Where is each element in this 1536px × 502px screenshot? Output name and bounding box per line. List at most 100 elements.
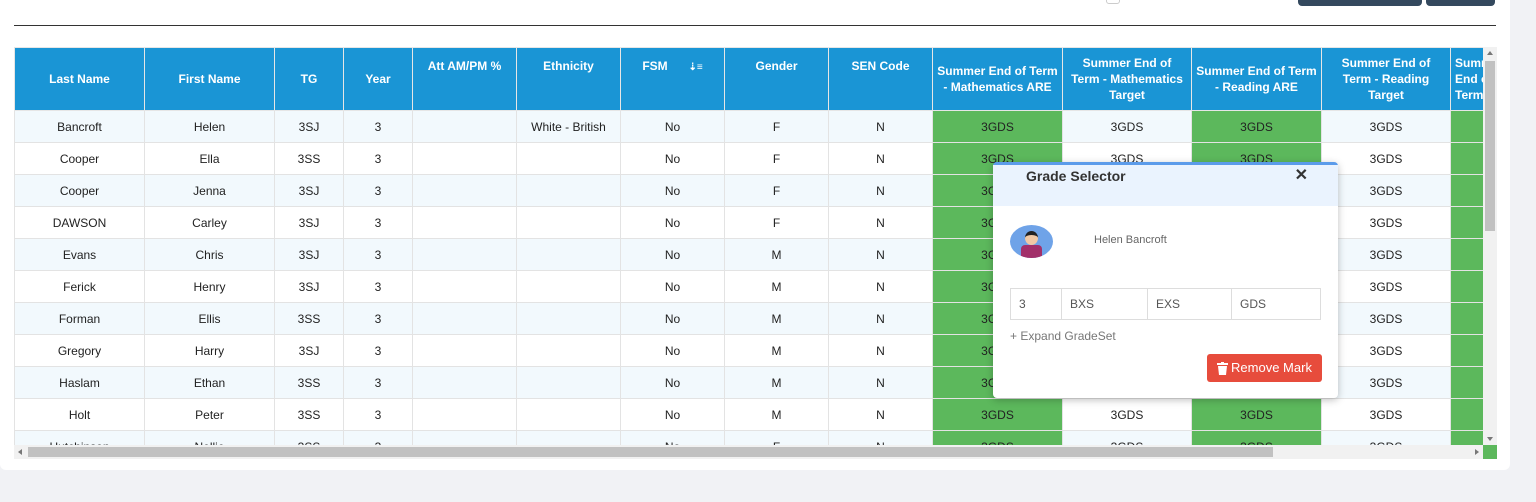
cell-sen-code: N (828, 398, 933, 431)
expand-gradeset-link[interactable]: + Expand GradeSet (1010, 329, 1116, 343)
cell-year: 3 (343, 206, 413, 239)
column-header-last-name[interactable]: Last Name (14, 47, 145, 111)
close-icon[interactable]: ✕ (1294, 167, 1308, 184)
horizontal-scrollbar[interactable] (14, 445, 1483, 459)
cell-reading-target[interactable]: 3GDS (1321, 206, 1451, 239)
grid-viewport: Last Name First Name TG Year Att AM/PM % Ethn… (14, 47, 1497, 459)
cell-reading-target[interactable]: 3GDS (1321, 174, 1451, 207)
cell-fsm: No (620, 206, 725, 239)
cell-ethnicity (516, 270, 621, 303)
column-header-tg[interactable]: TG (274, 47, 344, 111)
cell-sen-code: N (828, 142, 933, 175)
column-header-first-name[interactable]: First Name (144, 47, 275, 111)
cell-attendance (412, 142, 517, 175)
cell-sen-code: N (828, 110, 933, 143)
cell-attendance (412, 238, 517, 271)
cell-tg: 3SJ (274, 174, 344, 207)
cell-year: 3 (343, 174, 413, 207)
grade-option[interactable]: BXS (1062, 289, 1148, 319)
dialog-header: Grade Selector ✕ (993, 165, 1338, 206)
cell-first-name: Jenna (144, 174, 275, 207)
cell-attendance (412, 174, 517, 207)
cell-gender: M (724, 366, 829, 399)
dialog-title: Grade Selector (1026, 168, 1126, 184)
cell-reading-target[interactable]: 3GDS (1321, 270, 1451, 303)
column-header-reading-are[interactable]: Summer End of Term - Reading ARE (1191, 47, 1322, 111)
cell-reading-target[interactable]: 3GDS (1321, 334, 1451, 367)
cell-attendance (412, 398, 517, 431)
cell-sen-code: N (828, 366, 933, 399)
cell-first-name: Chris (144, 238, 275, 271)
cell-last-name: Cooper (14, 174, 145, 207)
cell-year: 3 (343, 334, 413, 367)
cell-reading-target[interactable]: 3GDS (1321, 302, 1451, 335)
cell-year: 3 (343, 238, 413, 271)
vertical-scrollbar[interactable] (1483, 47, 1497, 445)
cell-tg: 3SJ (274, 206, 344, 239)
cell-gender: M (724, 270, 829, 303)
cell-gender: M (724, 398, 829, 431)
column-header-year[interactable]: Year (343, 47, 413, 111)
cell-maths-are[interactable]: 3GDS (932, 398, 1063, 431)
cell-reading-target[interactable]: 3GDS (1321, 142, 1451, 175)
cell-tg: 3SJ (274, 110, 344, 143)
scroll-left-icon[interactable] (18, 449, 22, 455)
cell-reading-target[interactable]: 3GDS (1321, 110, 1451, 143)
student-name: Helen Bancroft (1094, 234, 1167, 246)
cell-reading-target[interactable]: 3GDS (1321, 238, 1451, 271)
grade-option[interactable]: EXS (1148, 289, 1232, 319)
horizontal-scroll-thumb[interactable] (28, 447, 1273, 457)
cell-reading-are[interactable]: 3GDS (1191, 398, 1322, 431)
cell-gender: F (724, 174, 829, 207)
divider (14, 25, 1496, 26)
cell-fsm: No (620, 238, 725, 271)
cell-reading-target[interactable]: 3GDS (1321, 398, 1451, 431)
scroll-up-icon[interactable] (1487, 51, 1493, 55)
cell-ethnicity (516, 142, 621, 175)
column-header-reading-target[interactable]: Summer End of Term - Reading Target (1321, 47, 1451, 111)
cell-ethnicity (516, 302, 621, 335)
cell-reading-target[interactable]: 3GDS (1321, 366, 1451, 399)
cell-year: 3 (343, 302, 413, 335)
cell-maths-target[interactable]: 3GDS (1062, 110, 1192, 143)
vertical-scroll-thumb[interactable] (1485, 61, 1495, 231)
cell-gender: F (724, 142, 829, 175)
cell-attendance (412, 334, 517, 367)
cell-tg: 3SS (274, 302, 344, 335)
cell-reading-are[interactable]: 3GDS (1191, 110, 1322, 143)
grade-option[interactable]: GDS (1240, 297, 1267, 311)
remove-mark-button[interactable]: Remove Mark (1207, 354, 1322, 382)
cell-tg: 3SS (274, 142, 344, 175)
column-header-ethnicity[interactable]: Ethnicity (516, 47, 621, 111)
apply-checkbox[interactable] (1106, 0, 1120, 4)
scroll-right-icon[interactable] (1475, 449, 1479, 455)
cell-ethnicity (516, 174, 621, 207)
cell-ethnicity (516, 334, 621, 367)
cell-sen-code: N (828, 206, 933, 239)
scroll-down-icon[interactable] (1487, 437, 1493, 441)
cell-attendance (412, 206, 517, 239)
cell-maths-are[interactable]: 3GDS (932, 110, 1063, 143)
cell-maths-target[interactable]: 3GDS (1062, 398, 1192, 431)
cell-year: 3 (343, 270, 413, 303)
grade-option[interactable]: 3 (1011, 289, 1062, 319)
table-row[interactable]: Bancroft Helen 3SJ 3 White - British No F N 3GDS… (14, 110, 1497, 143)
sort-icon[interactable]: ⇣≡ (685, 62, 703, 73)
column-header-gender[interactable]: Gender (724, 47, 829, 111)
column-header-maths-are[interactable]: Summer End of Term - Mathematics ARE (932, 47, 1063, 111)
cell-tg: 3SJ (274, 334, 344, 367)
cell-sen-code: N (828, 302, 933, 335)
column-header-attendance[interactable]: Att AM/PM % (412, 47, 517, 111)
cell-fsm: No (620, 302, 725, 335)
column-header-fsm[interactable]: FSM ⇣≡ (620, 47, 725, 111)
cell-last-name: Forman (14, 302, 145, 335)
cell-ethnicity: White - British (516, 110, 621, 143)
cell-ethnicity (516, 206, 621, 239)
table-row[interactable]: Holt Peter 3SS 3 No M N 3GDS 3GDS 3GDS 3GDS (14, 398, 1497, 431)
cell-ethnicity (516, 238, 621, 271)
cell-attendance (412, 270, 517, 303)
column-header-sen-code[interactable]: SEN Code (828, 47, 933, 111)
top-button-2[interactable] (1426, 0, 1495, 6)
top-button-1[interactable] (1298, 0, 1422, 6)
column-header-maths-target[interactable]: Summer End of Term - Mathematics Target (1062, 47, 1192, 111)
